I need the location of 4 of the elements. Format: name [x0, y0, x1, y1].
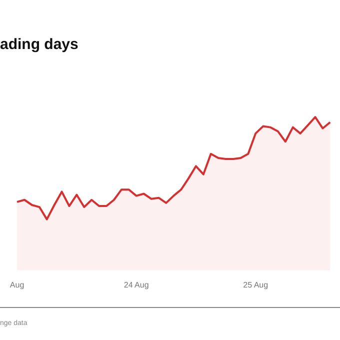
x-tick-label: 25 Aug	[243, 280, 268, 290]
chart-title: ading days	[0, 36, 78, 53]
x-tick-label: 24 Aug	[124, 280, 149, 290]
x-tick-label: Aug	[10, 280, 24, 290]
